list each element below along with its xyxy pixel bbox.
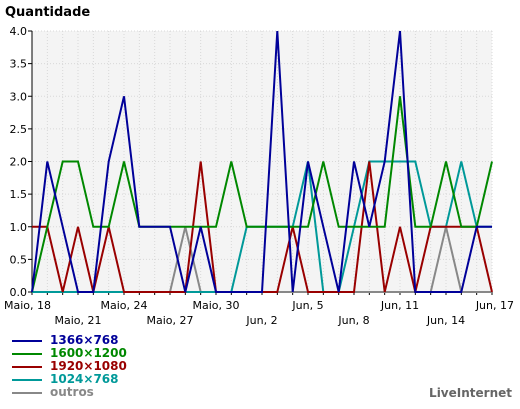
legend-item: 1600×1200	[12, 347, 127, 360]
legend-swatch	[12, 378, 42, 381]
y-tick-label: 4.0	[10, 25, 28, 38]
y-tick-label: 1.0	[10, 221, 28, 234]
legend-item: outros	[12, 386, 127, 399]
y-tick-label: 1.5	[10, 188, 28, 201]
x-tick-label: Jun, 17	[475, 299, 514, 312]
y-tick-label: 3.0	[10, 90, 28, 103]
y-tick-label: 0.5	[10, 253, 28, 266]
y-tick-label: 3.5	[10, 58, 28, 71]
legend-item: 1366×768	[12, 334, 127, 347]
legend-swatch	[12, 339, 42, 342]
y-tick-label: 2.5	[10, 123, 28, 136]
legend-label: 1024×768	[50, 372, 119, 386]
x-tick-label: Jun, 2	[245, 314, 277, 327]
series-lines	[31, 30, 493, 293]
legend-swatch	[12, 352, 42, 355]
x-tick-label: Maio, 30	[192, 299, 239, 312]
x-tick-label: Jun, 5	[291, 299, 323, 312]
watermark: LiveInternet	[429, 386, 512, 400]
y-axis-title: Quantidade	[5, 5, 90, 20]
x-tick-label: Maio, 24	[100, 299, 147, 312]
series-line-1600×1200	[31, 96, 493, 293]
legend-label: 1600×1200	[50, 346, 127, 360]
x-tick-label: Maio, 18	[4, 299, 51, 312]
legend-label: 1366×768	[50, 333, 119, 347]
legend-label: 1920×1080	[50, 359, 127, 373]
x-tick-label: Maio, 27	[146, 314, 193, 327]
legend-label: outros	[50, 385, 94, 399]
legend-item: 1024×768	[12, 373, 127, 386]
series-line-1366×768	[31, 30, 492, 293]
x-tick-label: Maio, 21	[54, 314, 101, 327]
legend-item: 1920×1080	[12, 360, 127, 373]
x-tick-label: Jun, 8	[337, 314, 369, 327]
legend-swatch	[12, 391, 42, 394]
y-tick-label: 0.0	[10, 286, 28, 299]
legend: 1366×768 1600×1200 1920×1080 1024×768 outros	[12, 334, 127, 399]
x-tick-label: Jun, 11	[380, 299, 419, 312]
y-tick-label: 2.0	[10, 156, 28, 169]
legend-swatch	[12, 365, 42, 368]
x-tick-label: Jun, 14	[426, 314, 465, 327]
